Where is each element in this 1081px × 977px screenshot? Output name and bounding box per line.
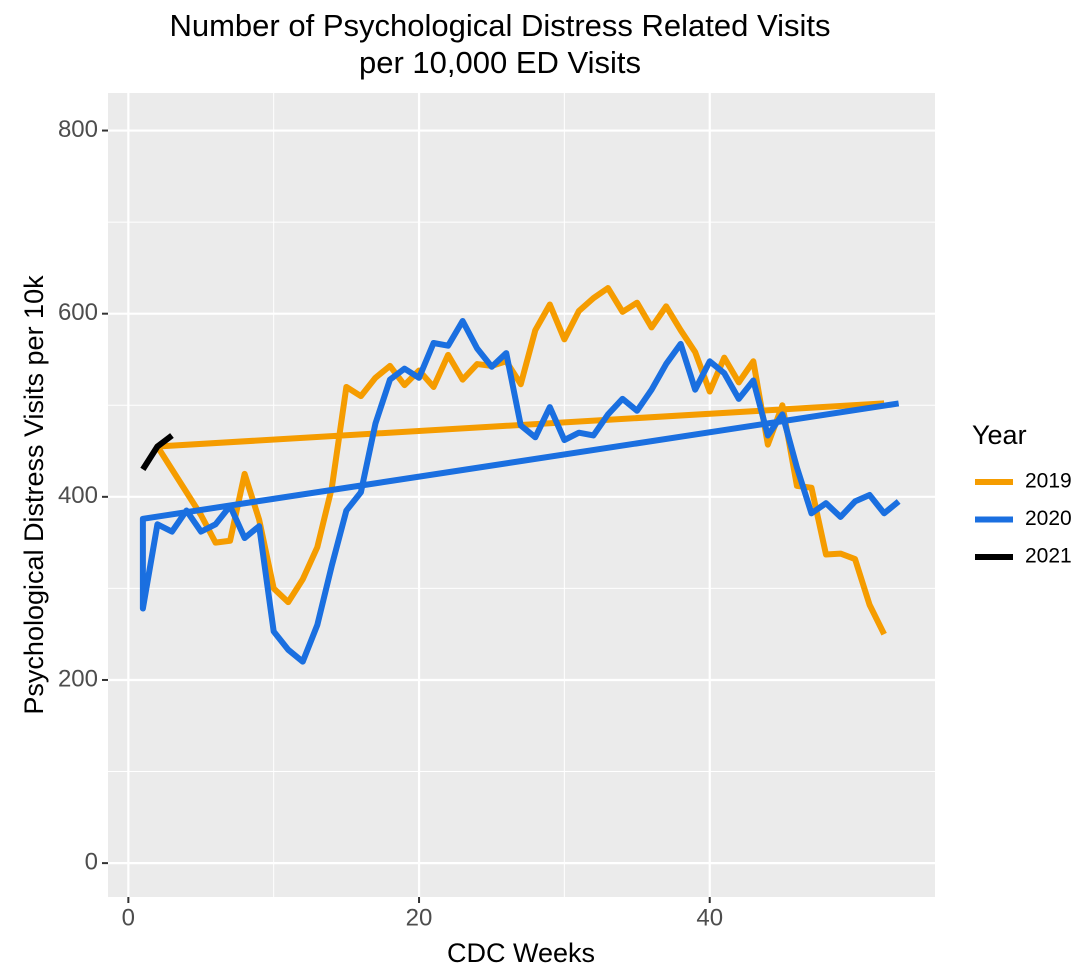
- lines: [139, 285, 901, 665]
- y-axis-title: Psychological Distress Visits per 10k: [19, 275, 49, 715]
- legend-title: Year: [972, 420, 1027, 450]
- x-tick-label: 0: [122, 904, 135, 931]
- x-tick-label: 40: [696, 904, 723, 931]
- series-line: [140, 433, 174, 471]
- y-tick-label: 200: [58, 665, 98, 692]
- y-tick-label: 600: [58, 299, 98, 326]
- legend-label: 2019: [1025, 470, 1072, 493]
- chart-title: Number of Psychological Distress Related…: [169, 8, 830, 43]
- panel: [108, 93, 935, 897]
- legend-label: 2020: [1025, 507, 1072, 530]
- y-tick-label: 0: [85, 848, 98, 875]
- legend: 2019 2020 2021: [975, 470, 1072, 568]
- chart-title: per 10,000 ED Visits: [359, 45, 641, 80]
- series-line: [139, 318, 901, 665]
- y-tick-label: 800: [58, 116, 98, 143]
- legend-label: 2021: [1025, 545, 1072, 568]
- x-axis-title: CDC Weeks: [447, 938, 595, 968]
- y-tick-label: 400: [58, 482, 98, 509]
- x-tick-label: 20: [406, 904, 433, 931]
- grid: [108, 93, 935, 897]
